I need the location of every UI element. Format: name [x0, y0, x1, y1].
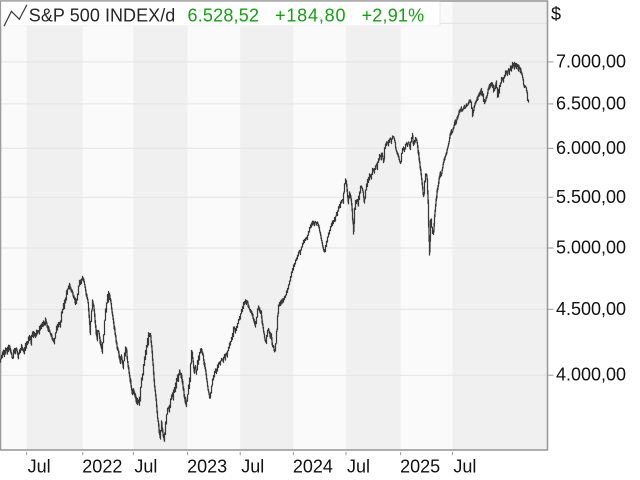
svg-text:2022: 2022 [82, 457, 122, 477]
svg-text:$: $ [551, 4, 561, 24]
svg-text:4.000,00: 4.000,00 [556, 365, 626, 385]
svg-text:4.500,00: 4.500,00 [556, 299, 626, 319]
svg-text:Jul: Jul [28, 457, 51, 477]
svg-text:5.000,00: 5.000,00 [556, 238, 626, 258]
svg-text:Jul: Jul [134, 457, 157, 477]
svg-text:Jul: Jul [241, 457, 264, 477]
svg-text:2023: 2023 [187, 457, 227, 477]
svg-text:2024: 2024 [293, 457, 333, 477]
svg-text:5.500,00: 5.500,00 [556, 187, 626, 207]
svg-text:+184,80: +184,80 [275, 6, 346, 26]
svg-text:Jul: Jul [453, 457, 476, 477]
svg-text:+2,91%: +2,91% [362, 6, 425, 26]
svg-text:2025: 2025 [400, 457, 440, 477]
svg-text:Jul: Jul [347, 457, 370, 477]
svg-text:6.000,00: 6.000,00 [556, 138, 626, 158]
svg-text:6.500,00: 6.500,00 [556, 93, 626, 113]
svg-text:7.000,00: 7.000,00 [556, 51, 626, 71]
svg-text:6.528,52: 6.528,52 [188, 6, 260, 26]
svg-text:S&P 500 INDEX/d: S&P 500 INDEX/d [29, 6, 176, 26]
